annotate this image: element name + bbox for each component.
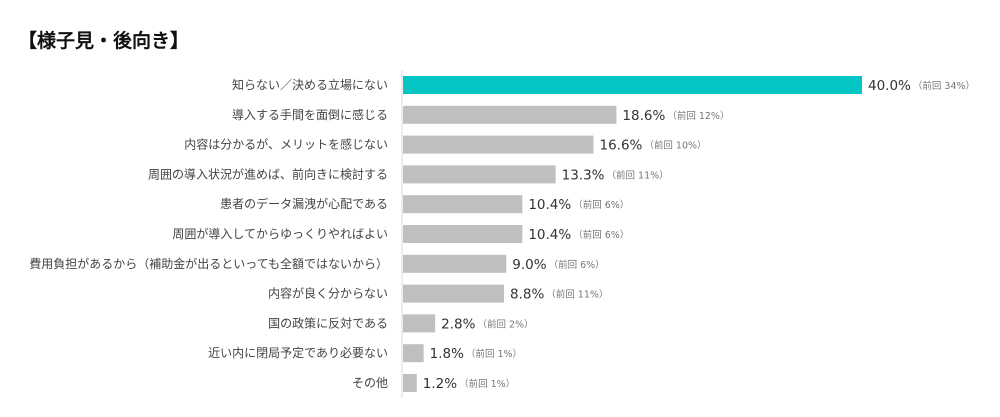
previous-value-label: （前回 1%） (466, 348, 522, 360)
category-label: 国の政策に反対である (268, 316, 388, 330)
bar (403, 314, 436, 333)
bar (403, 195, 523, 214)
previous-value-label: （前回 2%） (477, 318, 533, 330)
previous-value-label: （前回 12%） (667, 110, 729, 122)
previous-value-label: （前回 11%） (607, 169, 669, 181)
previous-value-label: （前回 6%） (573, 229, 629, 241)
value-label: 1.2% (423, 376, 457, 392)
value-label: 40.0% (868, 78, 911, 94)
previous-value-label: （前回 1%） (459, 378, 515, 390)
value-label: 16.6% (599, 138, 642, 154)
bar (403, 344, 424, 363)
bar (403, 225, 523, 243)
bar (403, 135, 594, 154)
category-label: 知らない／決める立場にない (232, 77, 388, 92)
previous-value-label: （前回 6%） (573, 199, 629, 211)
value-label: 10.4% (528, 227, 571, 243)
value-label: 9.0% (512, 257, 546, 273)
value-label: 8.8% (510, 287, 544, 303)
previous-value-label: （前回 10%） (644, 140, 706, 152)
bar (403, 374, 417, 392)
value-label: 1.8% (430, 346, 464, 362)
bar (403, 284, 504, 303)
bar (403, 76, 862, 94)
category-label: 周囲が導入してからゆっくりやればよい (172, 226, 388, 241)
category-label: 導入する手間を面倒に感じる (232, 107, 388, 122)
category-label: その他 (352, 376, 388, 390)
bar (403, 165, 556, 184)
bar (403, 105, 617, 124)
value-label: 2.8% (441, 316, 475, 332)
category-label: 費用負担があるから（補助金が出るといっても全額ではないから） (29, 256, 388, 271)
previous-value-label: （前回 11%） (546, 289, 608, 301)
category-label: 近い内に閉局予定であり必要ない (208, 345, 388, 360)
value-label: 18.6% (622, 108, 665, 124)
category-label: 内容が良く分からない (268, 286, 388, 301)
category-label: 内容は分かるが、メリットを感じない (184, 137, 388, 152)
chart-title: 【様子見・後向き】 (18, 30, 190, 52)
category-label: 患者のデータ漏洩が心配である (220, 196, 388, 211)
category-label: 周囲の導入状況が進めば、前向きに検討する (148, 166, 388, 181)
value-label: 10.4% (528, 197, 571, 213)
previous-value-label: （前回 6%） (549, 259, 605, 271)
previous-value-label: （前回 34%） (913, 80, 975, 92)
bar (403, 254, 507, 273)
value-label: 13.3% (562, 167, 605, 183)
